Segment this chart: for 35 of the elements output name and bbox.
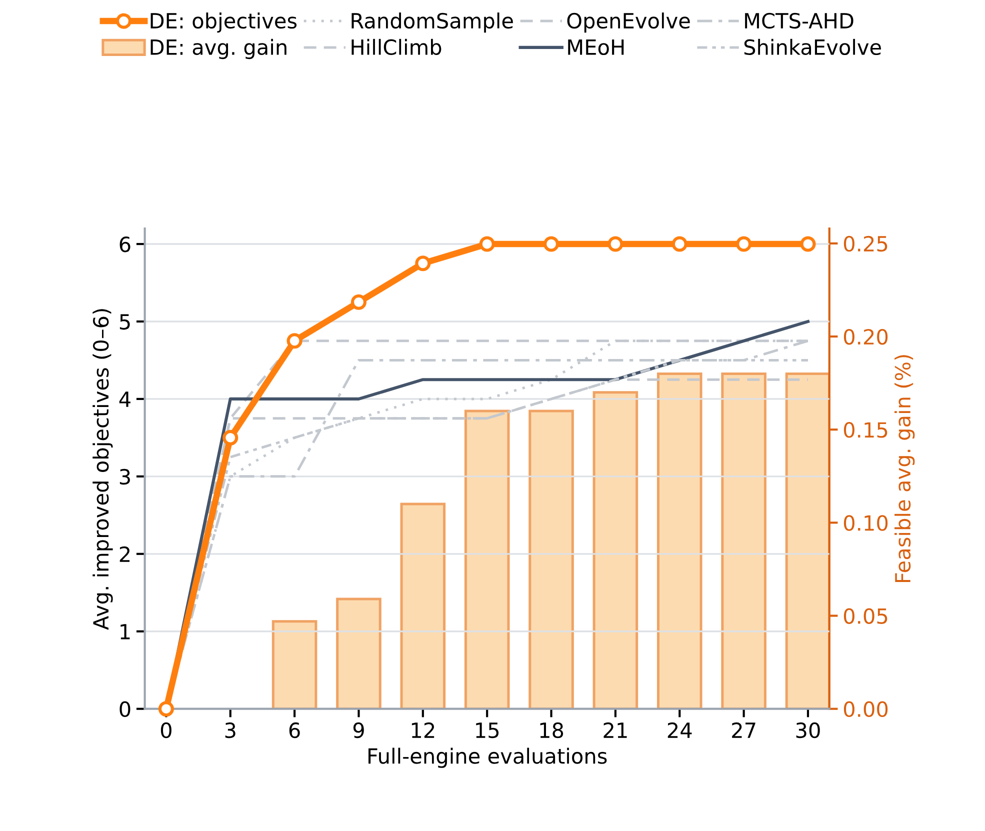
- x-tick-label: 12: [412, 722, 434, 738]
- x-tick-label: 15: [476, 722, 499, 738]
- x-tick-label: 27: [732, 722, 756, 738]
- y-tick-label: 1: [120, 624, 130, 640]
- x-tick-label: 18: [540, 722, 564, 738]
- y2-tick-label: 0.25: [844, 236, 888, 252]
- legend-label: RandomSample: [352, 12, 513, 33]
- x-tick-label: 6: [289, 722, 300, 738]
- y-axis-title: Avg. improved objectives (0–6): [92, 309, 113, 630]
- y2-tick-label: 0.20: [844, 328, 888, 345]
- y-tick-label: 6: [120, 236, 130, 252]
- legend-label: OpenEvolve: [567, 12, 690, 33]
- y2-axis-title: Feasible avg. gain (%): [894, 355, 915, 582]
- x-tick-label: 3: [225, 722, 236, 738]
- legend-label: DE: objectives: [150, 12, 297, 33]
- legend-label: MEoH: [568, 40, 624, 56]
- y2-tick-label: 0.00: [844, 701, 888, 718]
- y2-tick-label: 0.10: [844, 515, 888, 531]
- x-tick-label: 21: [604, 722, 627, 738]
- y-tick-label: 5: [120, 314, 130, 330]
- x-tick-label: 30: [796, 722, 820, 738]
- y-tick-label: 2: [120, 546, 130, 562]
- y2-tick-label: 0.05: [844, 608, 888, 624]
- x-tick-label: 0: [160, 722, 172, 738]
- legend-label: HillClimb: [352, 38, 442, 56]
- legend-label: MCTS-AHD: [745, 12, 854, 29]
- legend-label: DE: avg. gain: [150, 38, 286, 60]
- legend-label: ShinkaEvolve: [744, 38, 881, 56]
- y-tick-label: 3: [120, 468, 130, 485]
- x-axis-title: Full-engine evaluations: [368, 748, 607, 768]
- y2-tick-label: 0.15: [844, 422, 888, 438]
- x-tick-label: 9: [353, 722, 364, 738]
- y-tick-label: 0: [120, 701, 130, 718]
- y-tick-label: 4: [119, 392, 130, 407]
- x-tick-label: 24: [668, 722, 692, 738]
